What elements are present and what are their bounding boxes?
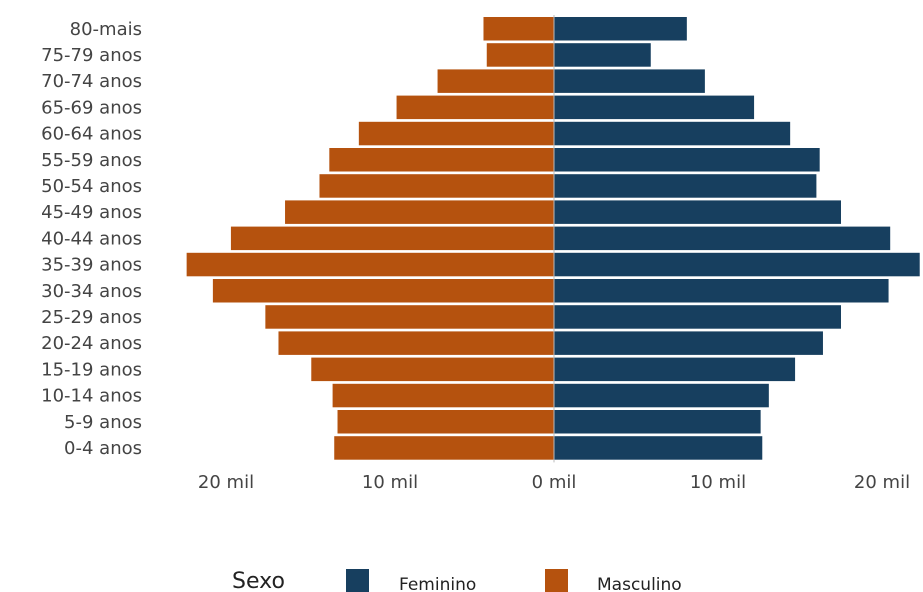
bar-masculino-9: [186, 252, 554, 277]
bar-feminino-0: [554, 17, 687, 41]
bar-feminino-4: [554, 121, 791, 146]
bar-feminino-12: [554, 331, 823, 355]
bar-feminino-1: [554, 43, 651, 67]
category-label: 80-mais: [70, 19, 142, 40]
bar-masculino-16: [334, 436, 554, 460]
category-label: 5-9 anos: [64, 412, 142, 433]
legend-label-feminino: Feminino: [399, 575, 476, 592]
x-tick-label: 10 mil: [690, 472, 746, 493]
x-tick-label: 10 mil: [362, 472, 418, 493]
category-label: 30-34 anos: [41, 281, 142, 302]
bar-masculino-10: [212, 279, 554, 303]
bar-masculino-1: [486, 43, 554, 67]
bar-feminino-5: [554, 148, 820, 172]
category-label: 20-24 anos: [41, 333, 142, 354]
bar-masculino-2: [437, 69, 554, 93]
category-label: 35-39 anos: [41, 255, 142, 276]
bar-masculino-7: [285, 200, 554, 224]
category-label: 10-14 anos: [41, 386, 142, 407]
category-labels: 80-mais 75-79 anos 70-74 anos 65-69 anos 60-…: [41, 19, 142, 459]
legend-swatch-feminino: [346, 569, 369, 592]
x-axis-ticks: 20 mil 10 mil 0 mil 10 mil 20 mil: [198, 472, 910, 493]
category-label: 65-69 anos: [41, 97, 142, 118]
bar-feminino-3: [554, 95, 755, 120]
bar-masculino-11: [265, 305, 554, 329]
category-label: 15-19 anos: [41, 359, 142, 380]
bar-feminino-6: [554, 174, 817, 198]
bar-feminino-2: [554, 69, 705, 93]
legend: Sexo Feminino Masculino: [232, 569, 682, 592]
bar-feminino-7: [554, 200, 841, 224]
bar-masculino-13: [311, 357, 554, 382]
bar-masculino-4: [358, 121, 554, 146]
category-label: 70-74 anos: [41, 71, 142, 92]
category-label: 25-29 anos: [41, 307, 142, 328]
bar-masculino-14: [332, 383, 554, 408]
bar-feminino-15: [554, 410, 761, 434]
x-tick-label: 20 mil: [198, 472, 254, 493]
category-label: 55-59 anos: [41, 150, 142, 171]
bar-feminino-9: [554, 252, 920, 277]
bar-masculino-8: [230, 226, 555, 251]
legend-title: Sexo: [232, 569, 285, 592]
bar-feminino-8: [554, 226, 891, 251]
bar-masculino-5: [329, 148, 554, 172]
category-label: 0-4 anos: [64, 438, 142, 459]
category-label: 45-49 anos: [41, 202, 142, 223]
category-label: 50-54 anos: [41, 176, 142, 197]
bar-feminino-13: [554, 357, 796, 382]
category-label: 75-79 anos: [41, 45, 142, 66]
bar-masculino-0: [483, 17, 554, 41]
bar-feminino-10: [554, 279, 889, 303]
category-label: 40-44 anos: [41, 228, 142, 249]
bar-masculino-12: [278, 331, 554, 355]
bar-masculino-6: [319, 174, 554, 198]
x-tick-label: 0 mil: [532, 472, 577, 493]
legend-label-masculino: Masculino: [597, 575, 682, 592]
bar-feminino-11: [554, 305, 841, 329]
bars-layer: [186, 17, 920, 460]
bar-feminino-14: [554, 383, 769, 408]
x-tick-label: 20 mil: [854, 472, 910, 493]
legend-swatch-masculino: [545, 569, 568, 592]
category-label: 60-64 anos: [41, 124, 142, 145]
bar-feminino-16: [554, 436, 763, 460]
bar-masculino-15: [337, 410, 554, 434]
bar-masculino-3: [396, 95, 554, 120]
